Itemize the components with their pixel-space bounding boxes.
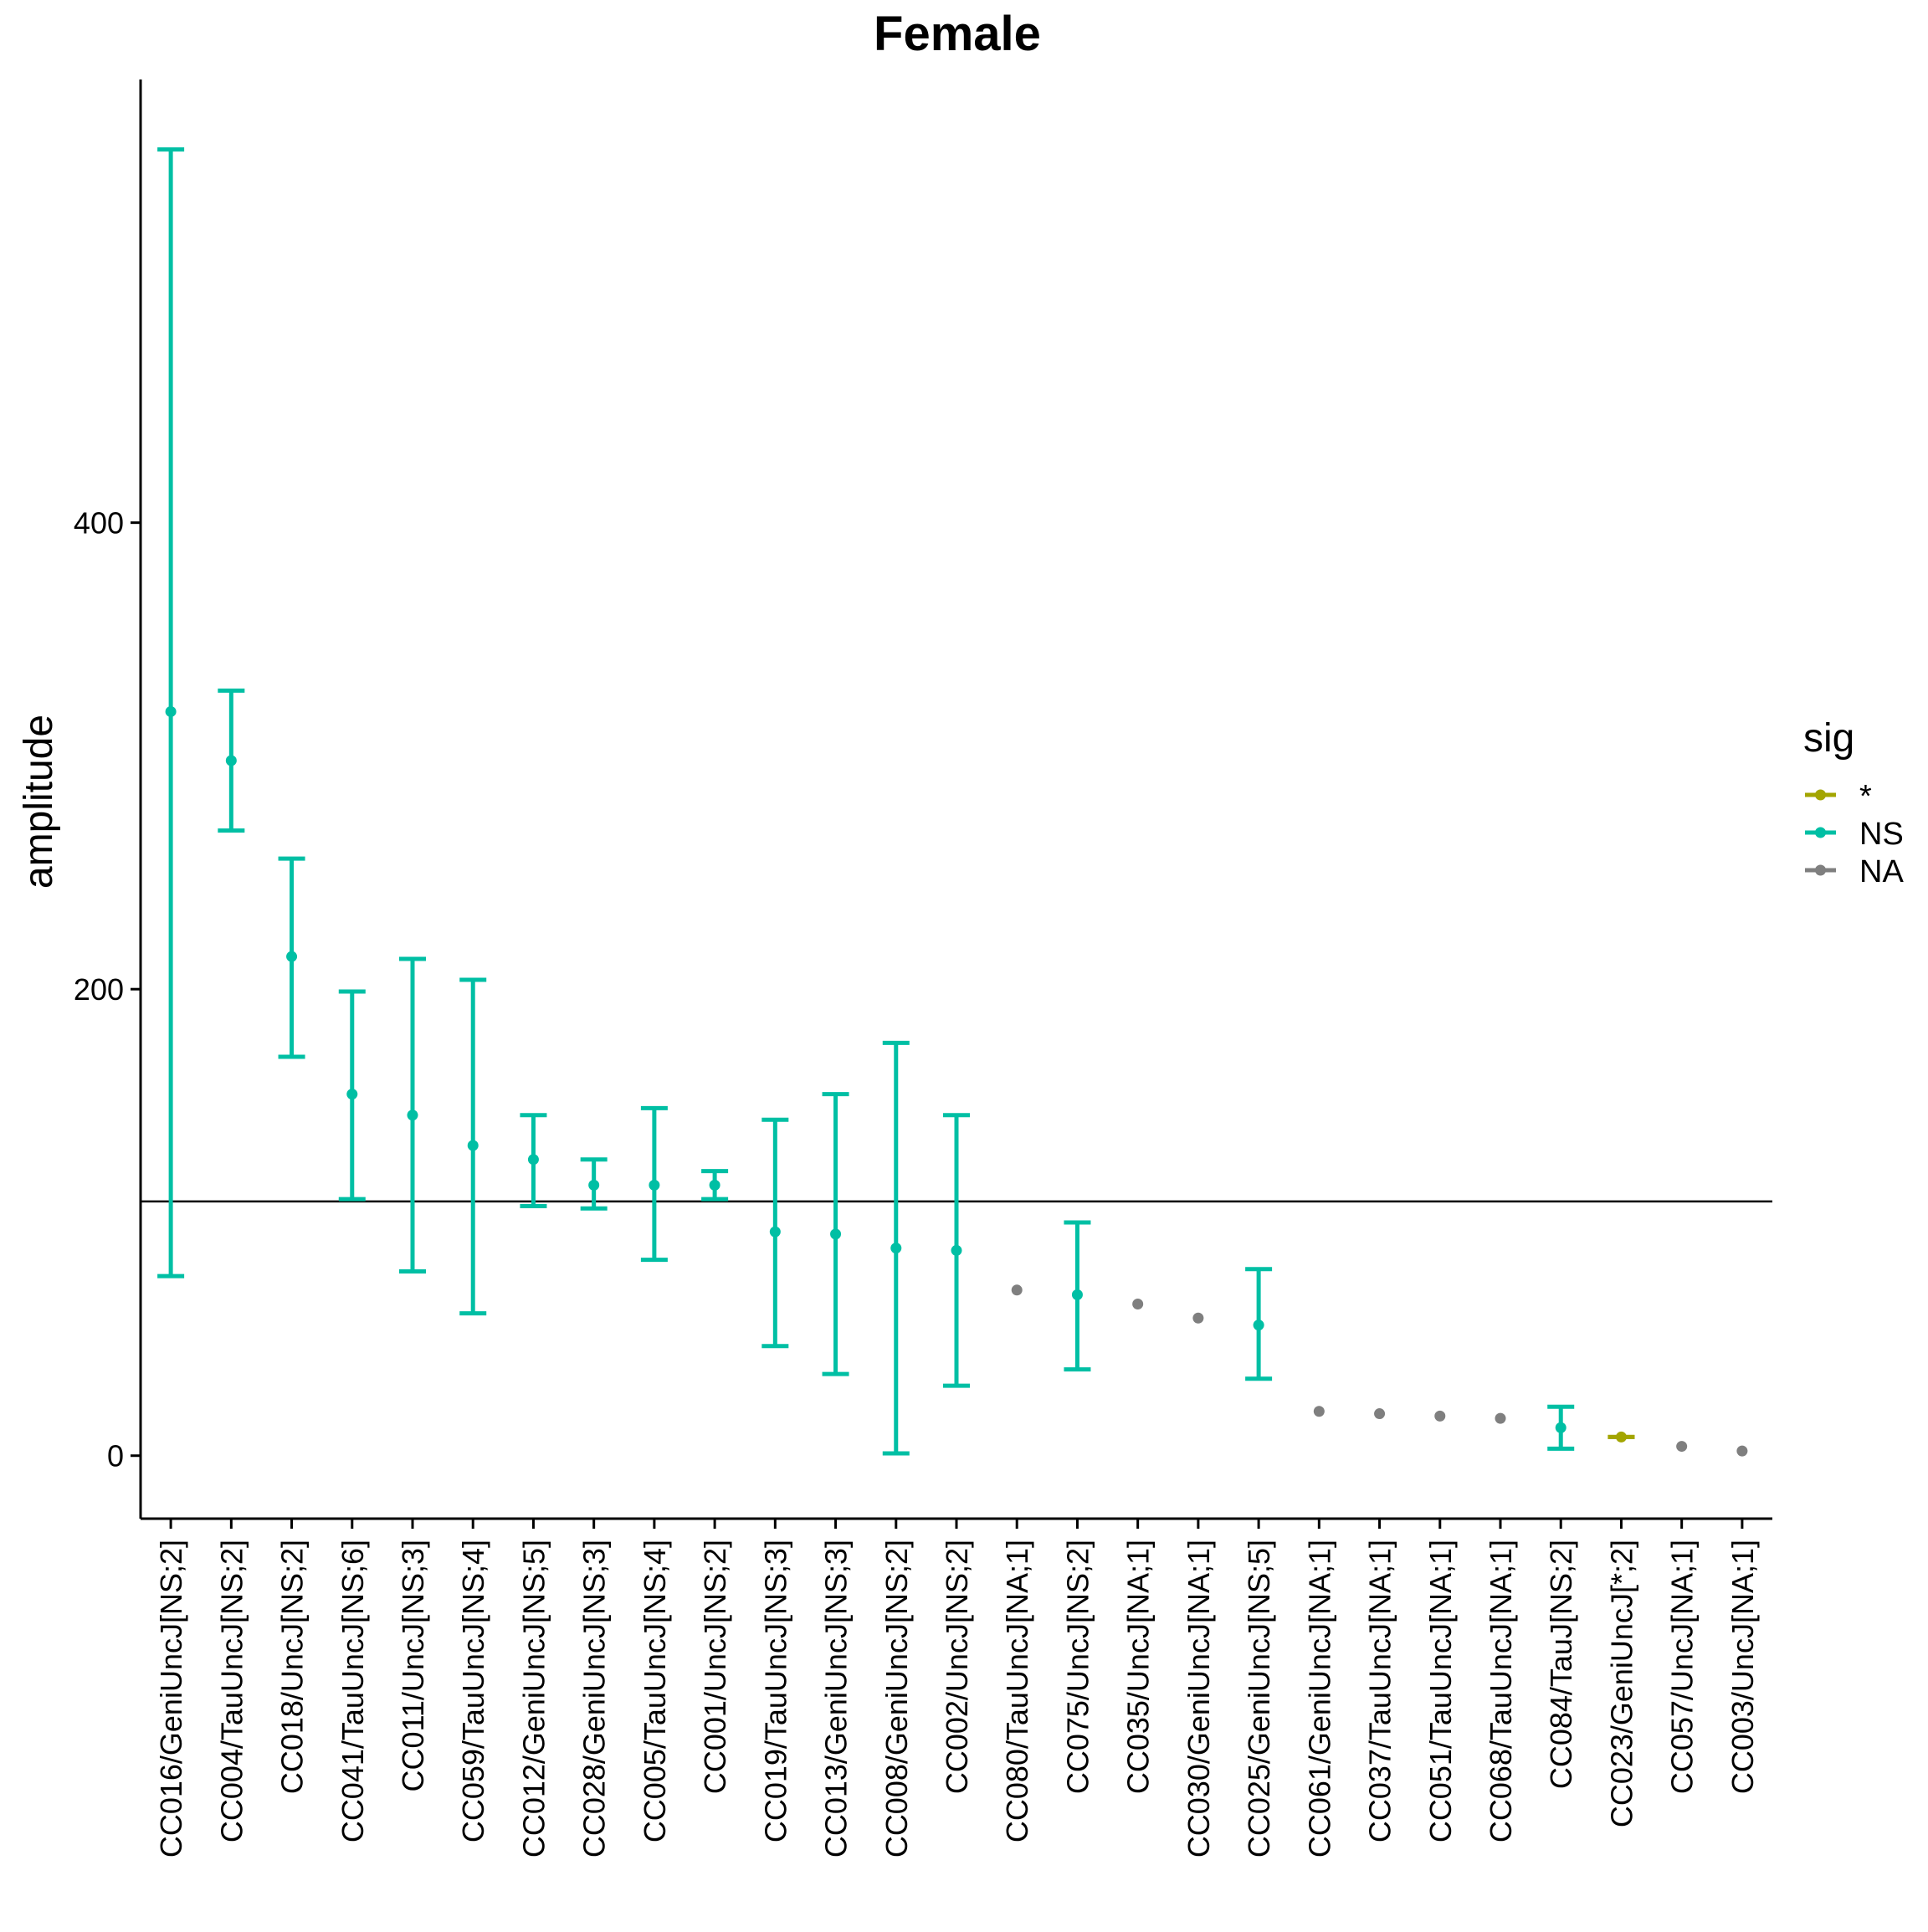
chart-title: Female	[874, 7, 1041, 61]
data-point	[1555, 1422, 1566, 1433]
x-tick-label: CC080/TauUncJ[NA;1]	[1000, 1540, 1034, 1842]
data-point	[346, 1089, 358, 1100]
data-point	[1495, 1412, 1506, 1424]
data-point	[1736, 1445, 1748, 1457]
x-tick-label: CC035/UncJ[NA;1]	[1121, 1540, 1156, 1794]
data-point	[588, 1179, 600, 1191]
y-tick-label: 400	[74, 506, 124, 541]
x-tick-label: CC030/GeniUncJ[NA;1]	[1182, 1540, 1216, 1858]
legend-key-point	[1815, 827, 1826, 838]
data-point	[467, 1140, 479, 1151]
data-point	[286, 951, 298, 962]
x-tick-label: CC011/UncJ[NS;3]	[396, 1540, 430, 1791]
data-point	[769, 1226, 781, 1238]
y-axis-title: amplitude	[17, 715, 61, 889]
data-point	[649, 1179, 660, 1191]
x-tick-label: CC025/GeniUncJ[NS;5]	[1242, 1540, 1276, 1858]
x-tick-label: CC008/GeniUncJ[NS;2]	[879, 1540, 914, 1858]
data-point	[1132, 1299, 1144, 1310]
data-point	[890, 1243, 902, 1254]
chart-marks: 0 200 400 CC016/GeniUncJ[NS;2] CC004/TauUncJ…	[74, 79, 1904, 1858]
x-tick-label: CC051/TauUncJ[NA;1]	[1423, 1540, 1458, 1842]
x-tick-label: CC018/UncJ[NS;2]	[275, 1540, 310, 1794]
x-tick-label: CC004/TauUncJ[NS;2]	[214, 1540, 249, 1842]
x-tick-label: CC068/TauUncJ[NA;1]	[1484, 1540, 1518, 1842]
data-point	[951, 1244, 962, 1256]
legend-label: NA	[1859, 854, 1904, 889]
x-tick-label: CC002/UncJ[NS;2]	[940, 1540, 974, 1794]
y-tick-label: 0	[107, 1439, 124, 1473]
data-point	[527, 1154, 539, 1166]
legend-key-point	[1815, 864, 1826, 876]
y-tick-label: 200	[74, 972, 124, 1007]
data-point	[1615, 1431, 1627, 1443]
data-point	[1434, 1410, 1446, 1422]
x-tick-label: CC005/TauUncJ[NS;4]	[638, 1540, 672, 1842]
data-point	[709, 1179, 720, 1191]
data-point	[1192, 1312, 1204, 1324]
x-tick-label: CC016/GeniUncJ[NS;2]	[154, 1540, 188, 1858]
x-tick-label: CC003/UncJ[NA;1]	[1725, 1540, 1760, 1794]
x-tick-label: CC012/GeniUncJ[NS;5]	[516, 1540, 551, 1858]
data-point	[225, 755, 237, 766]
legend-key-point	[1815, 789, 1826, 801]
x-tick-label: CC037/TauUncJ[NA;1]	[1363, 1540, 1397, 1842]
x-tick-label: CC013/GeniUncJ[NS;3]	[819, 1540, 854, 1858]
data-point	[1313, 1406, 1325, 1417]
x-tick-label: CC057/UncJ[NA;1]	[1665, 1540, 1700, 1794]
x-tick-label: CC001/UncJ[NS;2]	[698, 1540, 732, 1794]
data-point	[1676, 1441, 1688, 1453]
x-tick-label: CC059/TauUncJ[NS;4]	[456, 1540, 490, 1842]
x-tick-label: CC028/GeniUncJ[NS;3]	[577, 1540, 612, 1858]
x-tick-label: CC075/UncJ[NS;2]	[1060, 1540, 1095, 1794]
data-point	[1071, 1289, 1083, 1300]
data-point	[407, 1109, 418, 1121]
data-point	[165, 705, 177, 717]
data-point	[1253, 1320, 1264, 1331]
legend-label: *	[1859, 779, 1872, 814]
data-point	[1374, 1408, 1386, 1420]
x-tick-label: CC019/TauUncJ[NS;3]	[758, 1540, 792, 1842]
legend-label: NS	[1859, 817, 1904, 852]
x-tick-label: CC061/GeniUncJ[NA;1]	[1302, 1540, 1336, 1858]
x-tick-label: CC084/TauJ[NS;2]	[1544, 1540, 1578, 1789]
data-point	[1011, 1284, 1023, 1296]
x-tick-label: CC041/TauUncJ[NS;6]	[336, 1540, 370, 1842]
x-tick-label: CC023/GeniUncJ[*;2]	[1604, 1540, 1638, 1827]
data-point	[830, 1228, 842, 1240]
legend-title: sig	[1803, 716, 1854, 761]
